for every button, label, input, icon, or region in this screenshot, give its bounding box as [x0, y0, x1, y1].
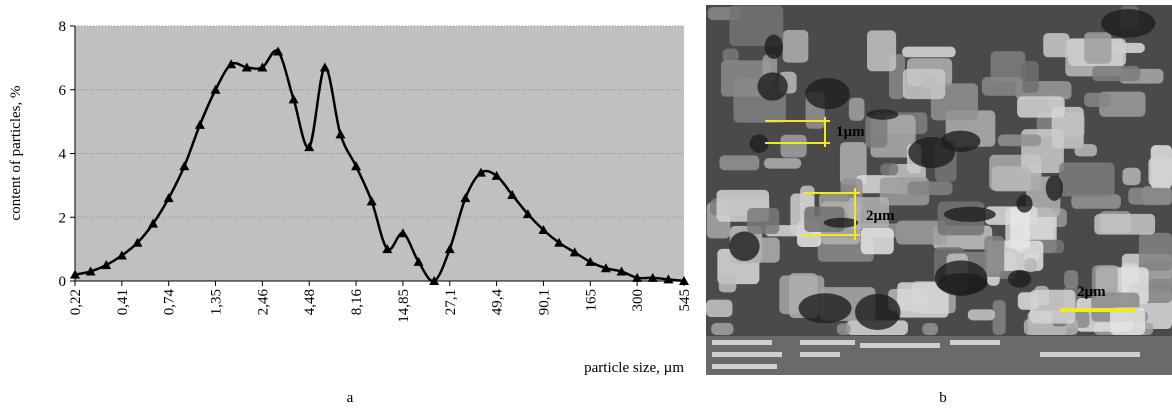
scale-label: 1µm [836, 124, 865, 140]
pore [1101, 9, 1155, 38]
grain [719, 155, 759, 170]
caption: a [347, 390, 354, 406]
grain [1084, 32, 1111, 64]
caption: b [939, 390, 947, 406]
grain [1021, 61, 1039, 93]
y-tick-label: 4 [59, 147, 67, 163]
x-tick-label: 49,4 [490, 289, 506, 316]
x-tick-label: 165 [583, 289, 599, 312]
x-axis-title: particle size, µm [584, 360, 684, 376]
grain [1084, 93, 1111, 107]
info-text [860, 343, 940, 348]
info-text [950, 340, 1000, 345]
info-text [800, 352, 840, 357]
pore [799, 293, 852, 323]
grain [861, 228, 894, 254]
x-tick-label: 2,46 [255, 289, 271, 316]
grain [998, 134, 1041, 146]
x-tick-label: 90,1 [536, 289, 552, 315]
grain [908, 182, 953, 196]
grain [1043, 33, 1069, 57]
grain [867, 30, 896, 71]
grain [706, 300, 732, 317]
grain [783, 30, 809, 63]
pore [855, 294, 901, 330]
grain [849, 98, 865, 121]
page: content of particles, % particle size, µ… [0, 0, 1172, 408]
grain [1017, 96, 1065, 117]
pore [935, 260, 988, 296]
x-tick-label: 0,22 [68, 289, 84, 315]
info-text [800, 340, 855, 345]
grain [1148, 158, 1172, 186]
grain [993, 300, 1006, 335]
pore [757, 72, 787, 100]
x-tick-label: 8,16 [349, 289, 365, 316]
info-text [712, 340, 772, 345]
pore [765, 35, 783, 59]
info-text [712, 364, 777, 369]
grain [1030, 290, 1075, 324]
pore [729, 231, 760, 261]
x-tick-label: 1,35 [209, 289, 225, 315]
grain [902, 47, 956, 58]
grain [723, 49, 739, 63]
x-tick-label: 14,85 [396, 289, 412, 323]
y-axis-title: content of particles, % [8, 86, 24, 221]
pore [867, 109, 899, 119]
y-tick-label: 2 [59, 210, 67, 226]
grain [982, 77, 1023, 96]
grain [984, 236, 1004, 277]
grain [1139, 233, 1172, 271]
pore [1008, 270, 1031, 288]
grain [992, 166, 1031, 191]
grain [922, 323, 938, 335]
x-tick-label: 27,1 [443, 289, 459, 315]
info-text [1040, 352, 1140, 357]
x-tick-label: 4,48 [302, 289, 318, 315]
grain [711, 323, 733, 335]
grain [837, 323, 851, 335]
grain [1094, 214, 1155, 235]
grain [1025, 258, 1037, 272]
grain [764, 158, 801, 168]
figure: content of particles, % particle size, µ… [0, 0, 1172, 408]
grain [968, 309, 995, 320]
grain [719, 274, 737, 292]
y-tick-label: 8 [59, 19, 67, 35]
grain [880, 163, 898, 175]
pore [908, 137, 955, 168]
pore [1046, 175, 1063, 200]
info-text [712, 352, 782, 357]
grain [865, 115, 887, 147]
pore [1016, 194, 1032, 212]
grain [780, 135, 806, 158]
grain [747, 208, 779, 234]
scale-label: 2µm [866, 208, 895, 224]
y-tick-label: 6 [59, 83, 67, 99]
pore [824, 218, 859, 228]
pore [944, 207, 996, 222]
grain [1128, 188, 1171, 205]
x-tick-label: 545 [677, 289, 693, 312]
x-tick-label: 0,41 [115, 289, 131, 315]
x-tick-label: 300 [630, 289, 646, 312]
y-tick-label: 0 [59, 274, 67, 290]
scale-label: 2µm [1077, 284, 1106, 300]
sem-image: 1µm 2µm 2µm [706, 5, 1172, 375]
grain [1074, 144, 1097, 156]
x-tick-label: 0,74 [162, 289, 178, 316]
pore [805, 78, 850, 109]
grain [1122, 168, 1140, 185]
plot-area [75, 26, 684, 281]
grain [1092, 66, 1140, 81]
grain [1059, 163, 1114, 197]
grain [1010, 207, 1030, 250]
grain [903, 69, 945, 99]
